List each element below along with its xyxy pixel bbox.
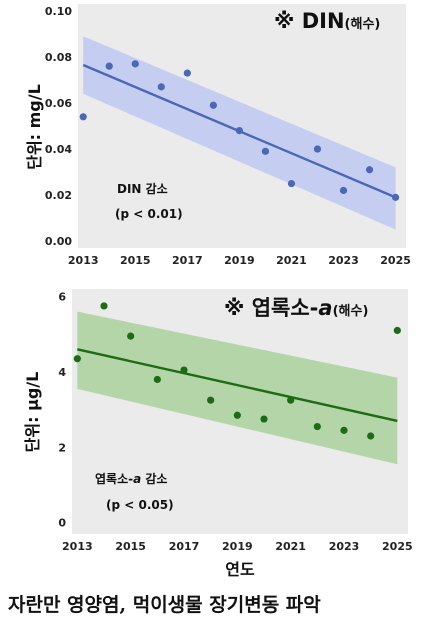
din-point-2025 [391, 193, 400, 201]
chl-x-tick-label: 2015 [115, 540, 146, 553]
chl-trend-line [77, 348, 398, 423]
chl-point-2014 [100, 302, 108, 310]
din-x-tick-label: 2021 [276, 254, 307, 267]
din-annotation: DIN 감소 [117, 181, 168, 196]
din-x-tick-label: 2019 [224, 254, 255, 267]
din-point-2016 [157, 83, 165, 91]
din-y-tick-label: 0.08 [45, 51, 72, 64]
chl-point-2018 [207, 396, 215, 404]
din-x-tick-labels: 2013 2015 2017 2019 2021 2023 2025 [68, 254, 411, 267]
chl-points [73, 302, 401, 440]
chl-y-axis-label: 단위: μg/L [23, 372, 42, 453]
din-x-tick-label: 2013 [68, 254, 99, 267]
din-point-2020 [261, 147, 270, 155]
din-point-2024 [365, 166, 374, 174]
din-point-2017 [183, 69, 191, 77]
chl-point-2017 [180, 366, 188, 374]
din-pvalue: (p < 0.01) [115, 207, 183, 221]
din-point-2015 [131, 60, 139, 68]
din-y-tick-label: 0.06 [45, 97, 72, 110]
din-point-2023 [339, 186, 348, 195]
chl-chart-title-main: ※ 엽록소- [224, 296, 318, 320]
chl-annotation-italic: a [133, 472, 141, 486]
din-x-tick-label: 2023 [328, 254, 359, 267]
chl-pvalue: (p < 0.05) [106, 498, 174, 512]
chl-y-tick-label: 6 [58, 291, 66, 304]
chl-point-2016 [153, 375, 161, 384]
chl-y-tick-label: 2 [58, 441, 66, 454]
chl-point-2020 [260, 415, 268, 423]
chl-x-tick-label: 2025 [382, 540, 413, 553]
chl-chart-title: ※ 엽록소-a(해수) [224, 296, 368, 320]
din-y-tick-label: 0.02 [45, 189, 72, 202]
chl-point-2019 [233, 411, 241, 419]
chl-chart-title-italic: a [318, 296, 332, 320]
din-y-tick-label: 0.04 [45, 143, 72, 156]
figure: 0.000.020.040.060.080.10 2013 2015 2017 201… [23, 4, 413, 579]
din-point-2014 [105, 62, 113, 70]
chl-y-tick-labels: 0 2 4 6 [58, 291, 66, 530]
chl-chart-title-suffix: (해수) [333, 303, 369, 319]
chl-x-tick-label: 2023 [329, 540, 360, 553]
din-y-tick-label: 0.00 [45, 235, 72, 248]
chl-point-2021 [287, 396, 295, 404]
chl-point-2023 [340, 426, 348, 434]
din-chart-title-suffix: (해수) [345, 16, 381, 32]
chl-x-tick-label: 2017 [169, 540, 200, 553]
din-y-tick-labels: 0.00 0.02 0.04 0.06 0.08 0.10 [45, 5, 72, 248]
din-point-2022 [313, 145, 322, 153]
chl-x-tick-labels: 2013 2015 2017 2019 2021 2023 2025 [62, 540, 413, 553]
figure-caption: 자란만 영양염, 먹이생물 장기변동 파악 [8, 594, 321, 616]
din-y-axis-label: 단위: mg/L [25, 84, 44, 170]
din-y-tick-label: 0.10 [45, 5, 72, 18]
din-chart-title-main: ※ DIN [274, 9, 345, 33]
chl-point-2022 [313, 422, 321, 431]
din-point-2013 [79, 113, 87, 121]
chl-annotation-prefix: 엽록소- [95, 471, 133, 486]
chl-y-tick-label: 4 [58, 366, 66, 379]
chl-x-tick-label: 2021 [275, 540, 306, 553]
din-x-tick-label: 2017 [172, 254, 203, 267]
din-x-tick-label: 2015 [120, 254, 151, 267]
chl-x-tick-label: 2019 [222, 540, 253, 553]
chl-point-2015 [127, 332, 135, 340]
din-x-tick-label: 2025 [380, 254, 411, 267]
chl-point-2025 [393, 326, 401, 335]
chl-y-tick-label: 0 [58, 517, 66, 530]
chl-annotation: 엽록소-a 감소 [95, 471, 167, 486]
chl-point-2024 [367, 432, 375, 440]
din-point-2018 [209, 101, 217, 109]
din-point-2021 [287, 179, 296, 188]
din-point-2019 [235, 127, 243, 135]
chl-point-2013 [73, 355, 81, 363]
din-chart-title: ※ DIN(해수) [274, 9, 380, 33]
chart-din: 0.000.020.040.060.080.10 2013 2015 2017 201… [25, 4, 411, 267]
chl-x-tick-label: 2013 [62, 540, 93, 553]
din-points [79, 60, 400, 201]
chart-chlorophyll: 0 2 4 6 2013 2015 2017 2019 2021 2023 2025 단위: μg… [23, 289, 413, 579]
chl-x-axis-label: 연도 [225, 560, 255, 579]
chl-annotation-suffix: 감소 [141, 471, 167, 486]
